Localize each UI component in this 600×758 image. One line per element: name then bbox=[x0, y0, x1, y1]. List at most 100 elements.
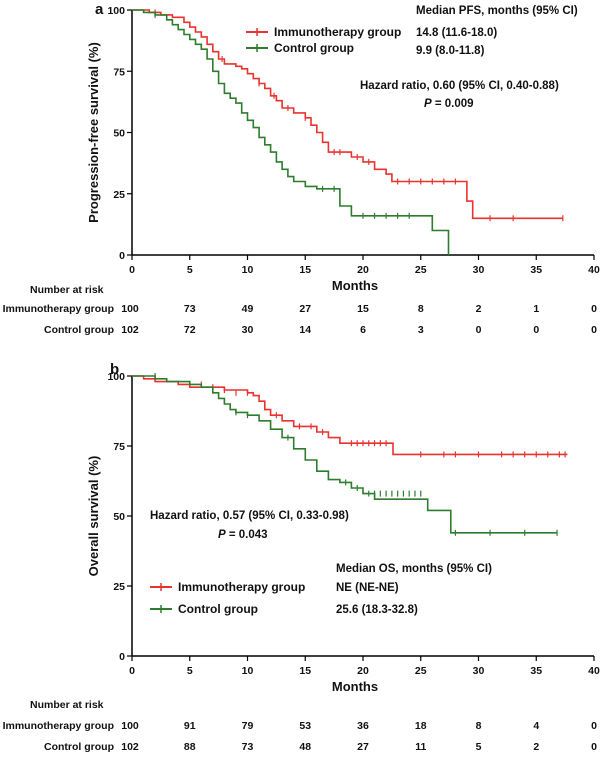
risk-value: 5 bbox=[476, 741, 482, 753]
risk-value: 1 bbox=[533, 303, 539, 315]
risk-row-label: Immunotherapy group bbox=[3, 720, 114, 732]
risk-value: 91 bbox=[184, 720, 196, 732]
risk-value: 100 bbox=[121, 720, 139, 732]
p-value-number: = 0.009 bbox=[432, 98, 474, 110]
risk-value: 48 bbox=[299, 741, 311, 753]
risk-value: 49 bbox=[242, 303, 254, 315]
risk-value: 30 bbox=[242, 324, 254, 336]
p-value-label: P bbox=[218, 529, 226, 541]
y-tick-label: 0 bbox=[119, 250, 125, 262]
panel-label: a bbox=[95, 1, 104, 18]
risk-row-label: Immunotherapy group bbox=[3, 303, 114, 315]
legend-title: Median OS, months (95% CI) bbox=[336, 563, 492, 575]
x-tick-label: 0 bbox=[129, 665, 135, 677]
x-axis-title: Months bbox=[332, 679, 378, 694]
risk-value: 88 bbox=[184, 741, 196, 753]
y-tick-label: 50 bbox=[113, 511, 125, 523]
p-value-label: P bbox=[424, 98, 432, 110]
risk-value: 0 bbox=[476, 324, 482, 336]
x-tick-label: 20 bbox=[357, 665, 369, 677]
risk-value: 102 bbox=[121, 324, 139, 336]
x-tick-label: 30 bbox=[473, 264, 485, 276]
series-line-control bbox=[132, 9, 450, 255]
risk-value: 0 bbox=[591, 303, 597, 315]
risk-value: 36 bbox=[357, 720, 369, 732]
risk-value: 6 bbox=[360, 324, 366, 336]
risk-value: 14 bbox=[299, 324, 311, 336]
series-line-immunotherapy bbox=[132, 375, 568, 456]
y-axis-title: Progression-free survival (%) bbox=[86, 42, 101, 223]
risk-row-label: Control group bbox=[44, 324, 114, 336]
x-tick-label: 10 bbox=[242, 264, 254, 276]
x-tick-label: 20 bbox=[357, 264, 369, 276]
legend-entry: Control group bbox=[178, 602, 258, 616]
risk-value: 73 bbox=[184, 303, 196, 315]
x-tick-label: 0 bbox=[129, 264, 135, 276]
legend-median: 14.8 (11.6-18.0) bbox=[416, 27, 497, 39]
risk-value: 53 bbox=[299, 720, 311, 732]
risk-value: 0 bbox=[591, 720, 597, 732]
legend-entry: Control group bbox=[274, 41, 354, 55]
risk-value: 79 bbox=[242, 720, 254, 732]
legend-title: Median PFS, months (95% CI) bbox=[416, 5, 578, 17]
legend-entry: Immunotherapy group bbox=[274, 25, 401, 39]
risk-value: 100 bbox=[121, 303, 139, 315]
x-tick-label: 5 bbox=[187, 665, 193, 677]
panel-label: b bbox=[110, 361, 119, 378]
y-tick-label: 25 bbox=[113, 581, 125, 593]
x-tick-label: 25 bbox=[415, 665, 427, 677]
hazard-ratio-text: Hazard ratio, 0.60 (95% CI, 0.40-0.88) bbox=[360, 80, 559, 92]
y-tick-label: 75 bbox=[113, 66, 125, 78]
x-tick-label: 15 bbox=[299, 264, 311, 276]
risk-value: 4 bbox=[533, 720, 539, 732]
risk-table-title: Number at risk bbox=[30, 699, 104, 711]
x-tick-label: 15 bbox=[299, 665, 311, 677]
risk-value: 8 bbox=[476, 720, 482, 732]
risk-value: 27 bbox=[357, 741, 369, 753]
x-tick-label: 40 bbox=[588, 665, 600, 677]
risk-value: 2 bbox=[476, 303, 482, 315]
risk-value: 0 bbox=[591, 741, 597, 753]
legend-median: NE (NE-NE) bbox=[336, 582, 399, 594]
risk-value: 73 bbox=[242, 741, 254, 753]
hazard-ratio-text: Hazard ratio, 0.57 (95% CI, 0.33-0.98) bbox=[150, 510, 349, 522]
series-line-control bbox=[132, 375, 557, 534]
p-value-number: = 0.043 bbox=[226, 529, 268, 541]
x-tick-label: 25 bbox=[415, 264, 427, 276]
p-value-text: P = 0.009 bbox=[424, 98, 474, 110]
y-tick-label: 100 bbox=[107, 5, 125, 17]
legend-entry: Immunotherapy group bbox=[178, 580, 305, 594]
y-tick-label: 0 bbox=[119, 651, 125, 663]
x-tick-label: 40 bbox=[588, 264, 600, 276]
risk-value: 2 bbox=[533, 741, 539, 753]
y-tick-label: 75 bbox=[113, 441, 125, 453]
y-tick-label: 25 bbox=[113, 189, 125, 201]
risk-row-label: Control group bbox=[44, 741, 114, 753]
risk-value: 0 bbox=[533, 324, 539, 336]
x-axis-title: Months bbox=[332, 278, 378, 293]
risk-value: 0 bbox=[591, 324, 597, 336]
risk-value: 102 bbox=[121, 741, 139, 753]
risk-value: 27 bbox=[299, 303, 311, 315]
risk-table-title: Number at risk bbox=[30, 284, 104, 296]
x-tick-label: 10 bbox=[242, 665, 254, 677]
risk-value: 8 bbox=[418, 303, 424, 315]
p-value-text: P = 0.043 bbox=[218, 529, 268, 541]
risk-value: 11 bbox=[415, 741, 426, 753]
y-axis-title: Overall survival (%) bbox=[86, 456, 101, 577]
legend-median: 9.9 (8.0-11.8) bbox=[416, 45, 485, 57]
y-tick-label: 50 bbox=[113, 128, 125, 140]
x-tick-label: 30 bbox=[473, 665, 485, 677]
x-tick-label: 35 bbox=[530, 264, 542, 276]
risk-value: 18 bbox=[415, 720, 427, 732]
risk-value: 15 bbox=[357, 303, 369, 315]
risk-value: 3 bbox=[418, 324, 424, 336]
x-tick-label: 35 bbox=[530, 665, 542, 677]
y-tick-label: 100 bbox=[107, 371, 125, 383]
legend-median: 25.6 (18.3-32.8) bbox=[336, 604, 418, 616]
x-tick-label: 5 bbox=[187, 264, 193, 276]
risk-value: 72 bbox=[184, 324, 196, 336]
